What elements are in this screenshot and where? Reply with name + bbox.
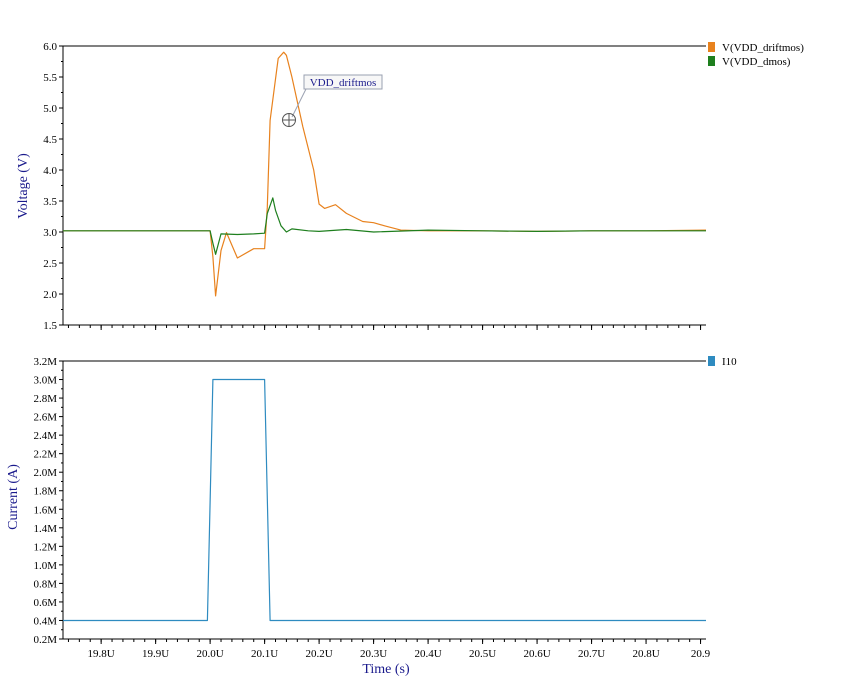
time-x-tick-label: 20.9 xyxy=(691,648,711,660)
current-y-tick-label: 2.6M xyxy=(33,412,57,424)
legend-swatch xyxy=(708,42,715,52)
time-x-tick-label: 20.0U xyxy=(197,648,224,660)
voltage-y-tick-label: 4.0 xyxy=(43,165,57,177)
current-y-tick-label: 0.8M xyxy=(33,578,57,590)
time-axis-title: Time (s) xyxy=(362,662,410,677)
time-x-ticks: 19.8U 19.9U 20.0U 20.1U 20.2U 20.3U 20.4U 20.5U… xyxy=(67,639,711,660)
voltage-y-ticks: 1.5 2.0 2.5 3.0 3.5 4.0 4.5 5.0 5.5 6.0 xyxy=(43,41,63,332)
series-line-v-vdd-dmos[interactable] xyxy=(63,197,706,255)
annotation-box xyxy=(303,74,383,90)
voltage-y-tick-label: 5.5 xyxy=(43,72,57,84)
time-x-tick-label: 20.1U xyxy=(251,648,278,660)
current-y-tick-label: 2.8M xyxy=(33,393,57,405)
series-line-v-vdd-driftmos[interactable] xyxy=(63,51,707,297)
voltage-x-minor-ticks xyxy=(67,325,702,330)
current-legend: I10 xyxy=(708,356,737,368)
time-x-tick-label: 20.5U xyxy=(469,648,496,660)
current-y-tick-label: 1.4M xyxy=(33,523,57,535)
voltage-y-tick-label: 2.0 xyxy=(43,289,57,301)
voltage-y-tick-label: 3.5 xyxy=(43,196,57,208)
voltage-y-tick-label: 6.0 xyxy=(43,41,57,53)
voltage-panel: 1.5 2.0 2.5 3.0 3.5 4.0 4.5 5.0 5.5 6.0 Voltage (… xyxy=(16,41,804,332)
voltage-y-tick-label: 1.5 xyxy=(43,320,57,332)
current-y-tick-label: 1.2M xyxy=(33,541,57,553)
legend-label: V(VDD_dmos) xyxy=(722,56,791,68)
current-y-tick-label: 3.2M xyxy=(33,356,57,368)
legend-swatch xyxy=(708,56,715,66)
current-axis-title: Current (A) xyxy=(6,464,21,530)
current-y-ticks: 0.2M 0.4M 0.6M 0.8M 1.0M 1.2M 1.4M 1.6M 1.8M 2.0M… xyxy=(33,356,63,646)
voltage-series xyxy=(63,51,707,297)
annotation-leader xyxy=(291,88,307,118)
current-y-tick-label: 1.0M xyxy=(33,560,57,572)
current-y-tick-label: 2.0M xyxy=(33,467,57,479)
time-x-tick-label: 20.3U xyxy=(360,648,387,660)
time-x-tick-label: 20.4U xyxy=(414,648,441,660)
current-panel: 0.2M 0.4M 0.6M 0.8M 1.0M 1.2M 1.4M 1.6M 1.8M 2.0M… xyxy=(6,356,737,677)
voltage-y-tick-label: 5.0 xyxy=(43,103,57,115)
time-x-tick-label: 20.8U xyxy=(632,648,659,660)
time-x-tick-label: 19.8U xyxy=(88,648,115,660)
vdd-driftmos-annotation: VDD_driftmos xyxy=(282,74,383,127)
annotation-label: VDD_driftmos xyxy=(310,77,377,89)
legend-item-i10[interactable]: I10 xyxy=(708,356,737,368)
voltage-y-tick-label: 4.5 xyxy=(43,134,57,146)
voltage-y-tick-label: 2.5 xyxy=(43,258,57,270)
time-x-tick-label: 20.2U xyxy=(306,648,333,660)
time-x-tick-label: 20.7U xyxy=(578,648,605,660)
current-y-tick-label: 1.8M xyxy=(33,486,57,498)
current-y-tick-label: 0.4M xyxy=(33,615,57,627)
current-y-tick-label: 1.6M xyxy=(33,504,57,516)
current-y-tick-label: 0.6M xyxy=(33,597,57,609)
legend-label: V(VDD_driftmos) xyxy=(722,42,804,54)
current-y-tick-label: 2.2M xyxy=(33,449,57,461)
current-y-tick-label: 0.2M xyxy=(33,634,57,646)
time-x-tick-label: 20.6U xyxy=(523,648,550,660)
legend-item-vdd-driftmos[interactable]: V(VDD_driftmos) xyxy=(708,42,804,54)
current-y-tick-label: 2.4M xyxy=(33,430,57,442)
current-series xyxy=(63,378,706,622)
legend-label: I10 xyxy=(722,356,737,368)
crosshair-marker-icon[interactable] xyxy=(282,113,296,127)
series-line-i10[interactable] xyxy=(63,378,706,622)
voltage-y-tick-label: 3.0 xyxy=(43,227,57,239)
legend-item-vdd-dmos[interactable]: V(VDD_dmos) xyxy=(708,56,791,68)
voltage-axis-title: Voltage (V) xyxy=(16,153,31,219)
voltage-legend: V(VDD_driftmos) V(VDD_dmos) xyxy=(708,42,804,68)
time-x-tick-label: 19.9U xyxy=(142,648,169,660)
legend-swatch xyxy=(708,356,715,366)
current-y-tick-label: 3.0M xyxy=(33,375,57,387)
